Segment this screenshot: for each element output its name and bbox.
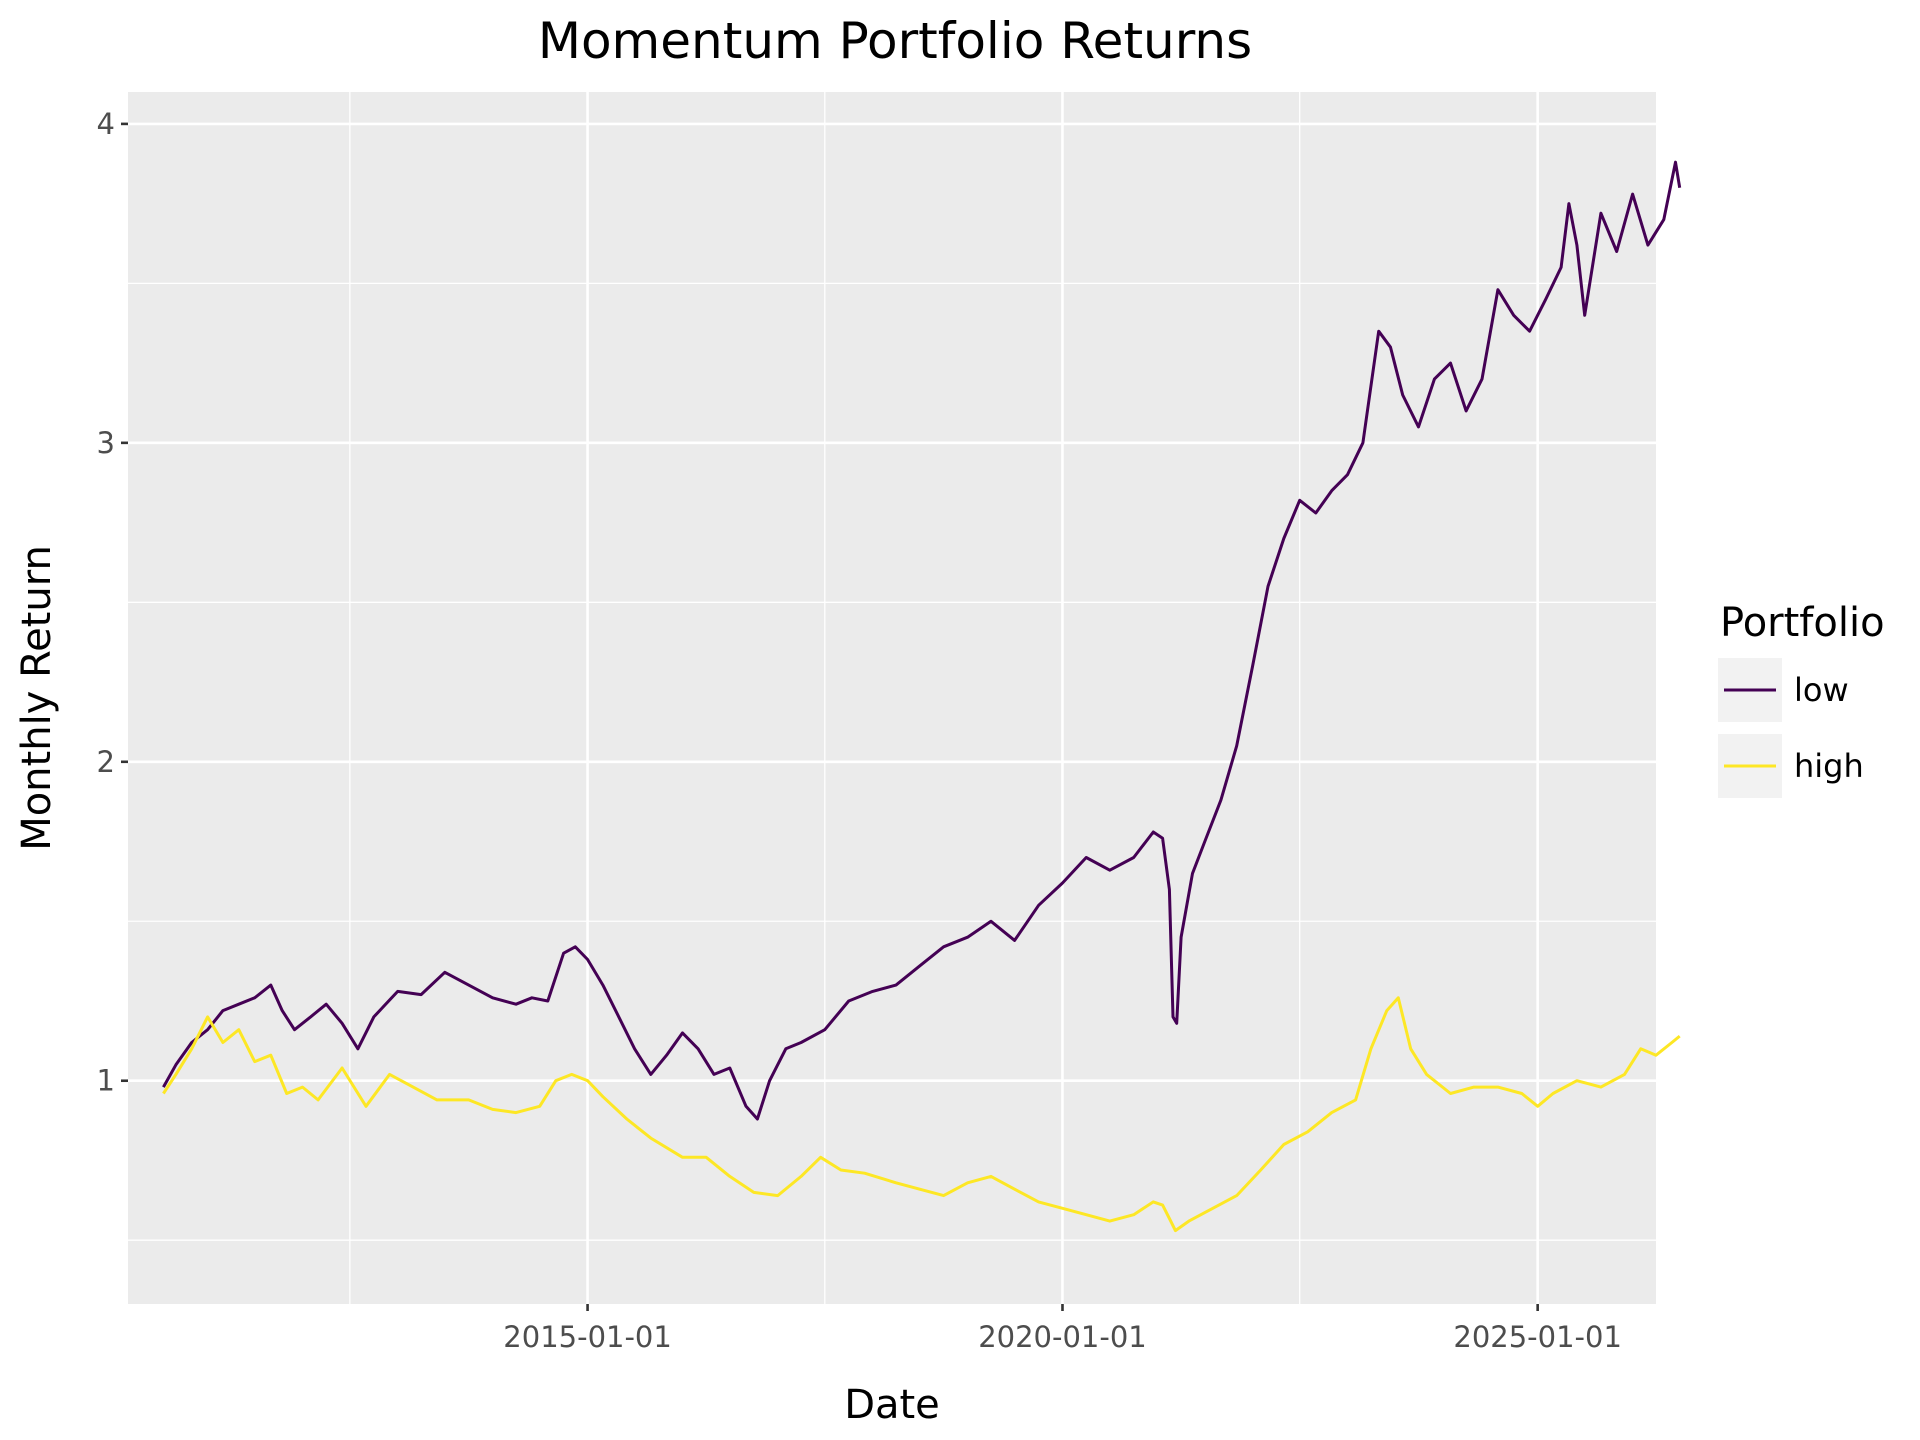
y-tick-label: 1 — [97, 1064, 115, 1098]
y-tick-label: 2 — [97, 745, 115, 779]
legend-items: low high — [1718, 658, 1864, 798]
x-tick-label: 2015-01-01 — [503, 1320, 672, 1354]
y-tick-label: 4 — [97, 107, 115, 141]
plot-panel — [128, 92, 1656, 1304]
legend-label-high: high — [1794, 747, 1864, 785]
x-tick-label: 2025-01-01 — [1453, 1320, 1622, 1354]
legend: Portfolio low high — [1718, 600, 1885, 798]
chart-title: Momentum Portfolio Returns — [538, 12, 1252, 70]
major-gridlines — [128, 92, 1656, 1304]
y-tick-label: 3 — [97, 426, 115, 460]
series-line-low — [162, 160, 1682, 1121]
series-line-high — [162, 996, 1681, 1233]
series-lines — [162, 160, 1682, 1233]
x-axis-title: Date — [844, 1382, 940, 1428]
minor-gridlines — [128, 92, 1656, 1304]
y-axis-title: Monthly Return — [14, 545, 60, 851]
legend-title: Portfolio — [1720, 600, 1885, 646]
x-tick-label: 2020-01-01 — [978, 1320, 1147, 1354]
axes: 2015-01-01 2020-01-01 2025-01-01 1 2 3 4 — [97, 107, 1622, 1354]
legend-label-low: low — [1794, 671, 1849, 709]
